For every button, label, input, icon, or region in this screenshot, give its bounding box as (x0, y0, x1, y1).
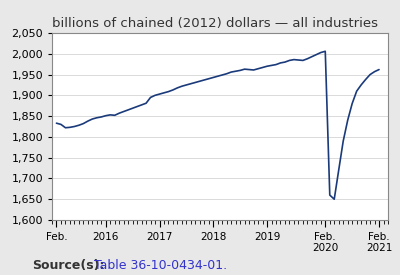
Text: billions of chained (2012) dollars — all industries: billions of chained (2012) dollars — all… (52, 17, 378, 31)
Text: Source(s):: Source(s): (32, 259, 104, 272)
Text: Table 36-10-0434-01.: Table 36-10-0434-01. (94, 259, 227, 272)
